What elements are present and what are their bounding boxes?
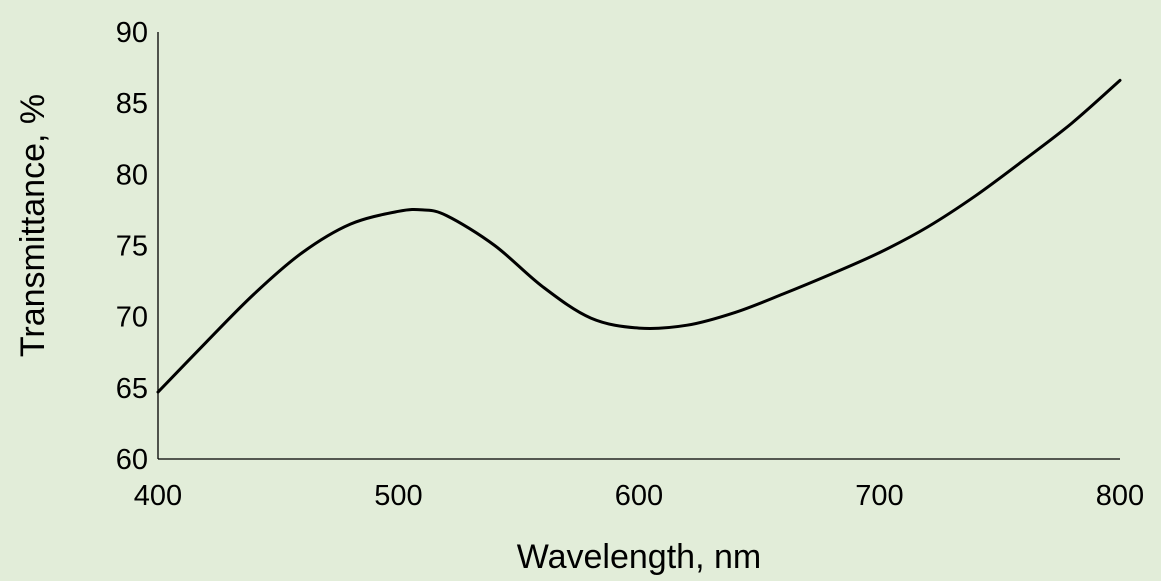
- y-tick-label: 75: [116, 231, 148, 263]
- x-tick-label: 800: [1096, 480, 1144, 512]
- y-tick-labels: 60 65 70 75 80 85 90: [116, 17, 148, 476]
- x-axis-title: Wavelength, nm: [517, 538, 761, 576]
- x-tick-label: 400: [134, 480, 182, 512]
- y-axis-title: Transmittance, %: [14, 94, 52, 357]
- series-line: [156, 78, 1122, 394]
- y-tick-label: 70: [116, 302, 148, 334]
- x-tick-labels: 400 500 600 700 800: [134, 480, 1144, 512]
- y-tick-label: 65: [116, 373, 148, 405]
- y-tick-label: 85: [116, 88, 148, 120]
- x-tick-label: 700: [855, 480, 903, 512]
- axes: [157, 32, 1120, 460]
- y-tick-label: 60: [116, 444, 148, 476]
- x-tick-label: 600: [615, 480, 663, 512]
- y-tick-label: 80: [116, 159, 148, 191]
- x-tick-label: 500: [374, 480, 422, 512]
- y-tick-label: 90: [116, 17, 148, 49]
